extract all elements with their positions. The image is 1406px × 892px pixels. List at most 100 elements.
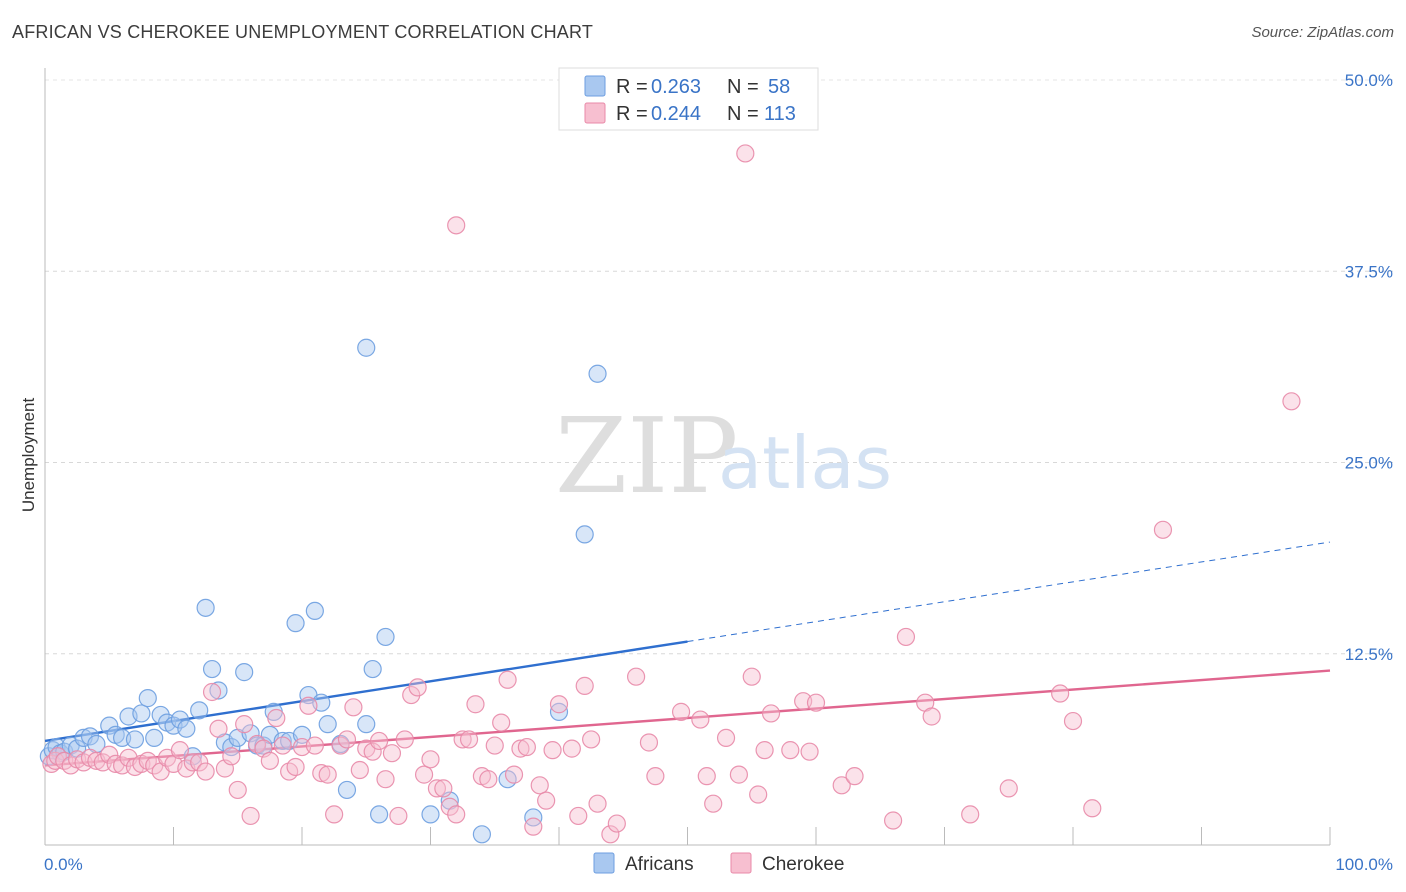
- point-cherokee-48: [344, 698, 363, 717]
- point-cherokee-56: [395, 730, 414, 749]
- point-cherokee-16: [138, 751, 157, 770]
- point-cherokee-78: [537, 791, 556, 810]
- trend-solid-africans: [44, 640, 688, 743]
- point-cherokee-101: [761, 704, 781, 723]
- point-cherokee-37: [273, 736, 292, 755]
- point-cherokee-104: [800, 742, 819, 761]
- point-cherokee-59: [414, 765, 434, 784]
- bottom-legend-swatch-cherokee: [730, 852, 752, 874]
- point-cherokee-31: [235, 715, 254, 734]
- point-cherokee-29: [222, 747, 241, 766]
- source-label: Source: ZipAtlas.com: [1251, 24, 1394, 41]
- bottom-legend-swatch-africans: [593, 852, 615, 874]
- point-cherokee-42: [305, 736, 324, 755]
- point-cherokee-96: [729, 765, 749, 784]
- point-cherokee-116: [1083, 799, 1102, 818]
- point-cherokee-60: [421, 750, 440, 769]
- point-cherokee-39: [286, 757, 305, 777]
- point-cherokee-90: [646, 767, 665, 786]
- point-cherokee-105: [806, 693, 826, 712]
- point-africans-49: [363, 659, 382, 679]
- legend-r-value-africans: 0.263: [651, 76, 701, 98]
- y-tick-label-2: 37.5%: [1345, 262, 1393, 281]
- point-cherokee-47: [337, 730, 357, 749]
- point-cherokee-21: [170, 741, 190, 760]
- point-cherokee-61: [427, 779, 447, 798]
- point-cherokee-77: [530, 776, 549, 795]
- legend-n-value-cherokee: 113: [764, 103, 796, 125]
- point-cherokee-83: [575, 676, 594, 695]
- point-africans-25: [196, 598, 215, 617]
- point-cherokee-69: [479, 770, 498, 789]
- y-axis-label: Unemployment: [19, 398, 38, 513]
- point-cherokee-32: [241, 806, 260, 826]
- point-cherokee-99: [749, 785, 768, 804]
- point-cherokee-70: [485, 736, 504, 755]
- point-cherokee-98: [742, 667, 761, 686]
- watermark-zip: ZIP: [555, 395, 738, 517]
- legend-n-label-africans: N =: [727, 76, 759, 98]
- series-africans: [39, 338, 607, 844]
- point-cherokee-45: [325, 805, 344, 824]
- point-cherokee-97: [736, 144, 755, 163]
- point-cherokee-109: [896, 627, 916, 647]
- watermark-atlas: atlas: [718, 421, 892, 505]
- trend-dashed-africans: [687, 541, 1331, 643]
- point-cherokee-67: [466, 695, 485, 714]
- point-cherokee-35: [260, 751, 279, 770]
- watermark: ZIP atlas: [555, 395, 892, 517]
- legend-n-value-africans: 58: [768, 76, 790, 98]
- grid-lines: [45, 79, 1395, 655]
- point-cherokee-93: [697, 767, 716, 786]
- point-africans-55: [498, 770, 517, 789]
- point-africans-51: [376, 627, 395, 647]
- point-cherokee-102: [781, 741, 800, 760]
- legend: R = 0.263 N = 58 R = 0.244 N = 113: [558, 67, 819, 131]
- point-cherokee-92: [691, 710, 710, 729]
- point-africans-46: [337, 780, 357, 800]
- y-tick-label-3: 50.0%: [1345, 71, 1393, 90]
- x-tick-label-1: 100.0%: [1335, 855, 1393, 874]
- point-africans-39: [286, 614, 305, 633]
- point-cherokee-88: [626, 667, 646, 686]
- point-cherokee-2: [48, 747, 67, 766]
- point-africans-22: [177, 719, 196, 738]
- point-africans-44: [318, 715, 337, 734]
- point-cherokee-43: [312, 763, 331, 783]
- point-cherokee-27: [209, 719, 228, 738]
- point-cherokee-113: [999, 779, 1018, 798]
- point-africans-57: [549, 702, 569, 721]
- point-cherokee-38: [280, 762, 299, 781]
- x-tick-label-0: 0.0%: [44, 855, 83, 874]
- point-cherokee-85: [588, 794, 607, 813]
- point-cherokee-89: [639, 733, 659, 752]
- point-cherokee-79: [543, 741, 562, 760]
- point-africans-50: [370, 805, 389, 824]
- point-cherokee-107: [845, 767, 864, 786]
- point-africans-21: [170, 710, 190, 729]
- point-africans-29: [222, 737, 241, 757]
- point-cherokee-10: [100, 745, 119, 764]
- point-cherokee-62: [434, 779, 453, 798]
- point-cherokee-119: [447, 216, 466, 235]
- point-africans-31: [235, 663, 254, 682]
- point-cherokee-58: [408, 678, 427, 697]
- point-cherokee-108: [883, 811, 903, 830]
- point-africans-52: [421, 805, 440, 824]
- point-cherokee-51: [363, 742, 382, 761]
- legend-swatch-africans: [584, 75, 606, 97]
- point-cherokee-118: [1282, 392, 1301, 411]
- legend-n-label-cherokee: N =: [727, 103, 759, 125]
- point-africans-48: [357, 715, 376, 734]
- point-cherokee-36: [267, 708, 286, 728]
- point-cherokee-24: [190, 753, 209, 772]
- point-cherokee-66: [459, 730, 479, 749]
- point-cherokee-87: [607, 814, 626, 833]
- point-cherokee-55: [389, 806, 408, 826]
- point-cherokee-54: [382, 744, 402, 763]
- chart-title: AFRICAN VS CHEROKEE UNEMPLOYMENT CORRELA…: [12, 22, 594, 42]
- point-cherokee-49: [350, 760, 369, 780]
- point-africans-14: [125, 730, 145, 749]
- point-cherokee-52: [370, 731, 389, 751]
